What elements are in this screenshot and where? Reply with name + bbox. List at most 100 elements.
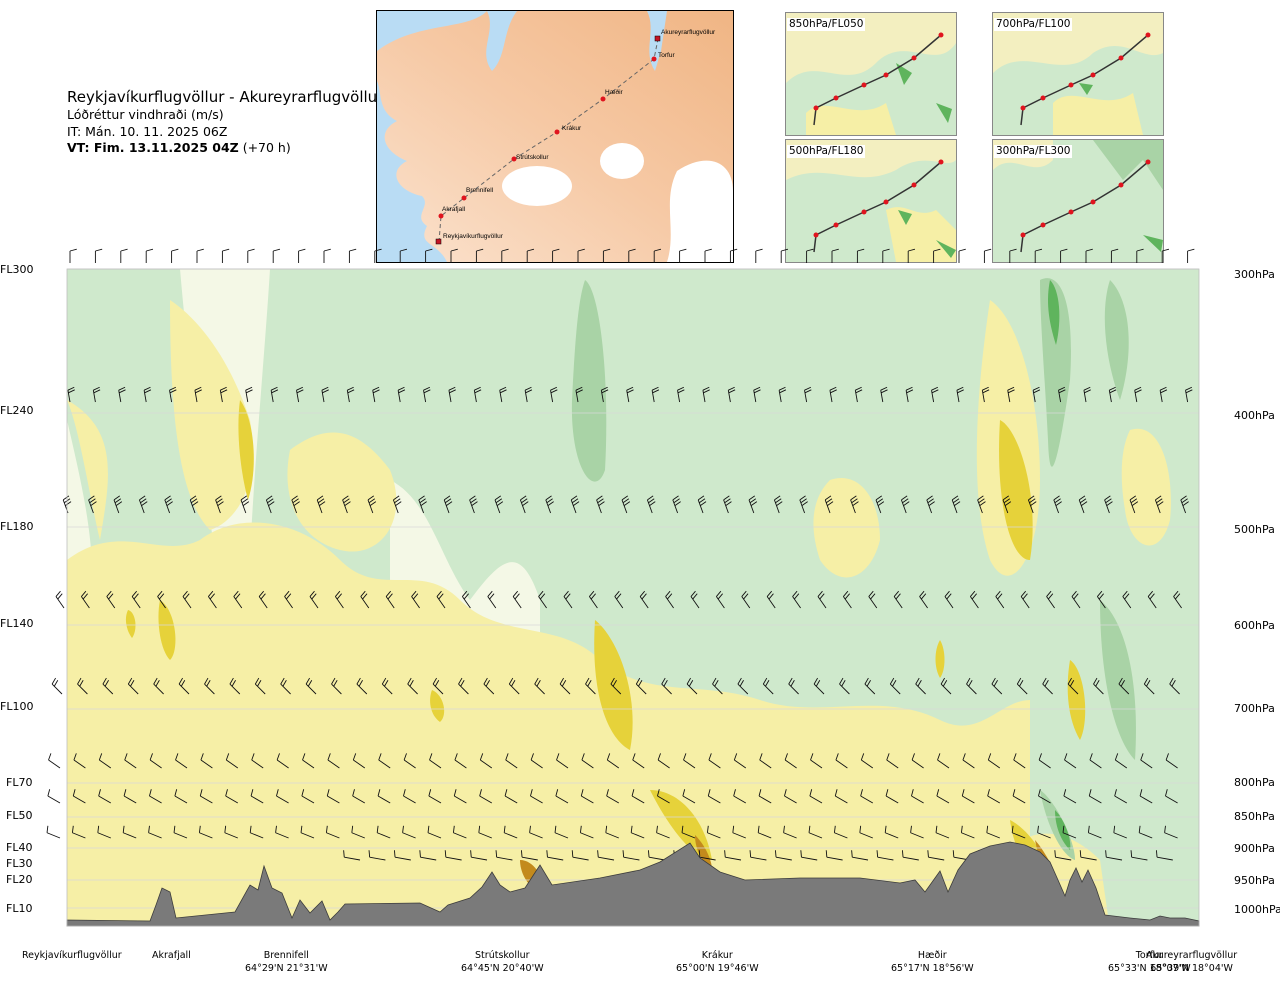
wind-barb-feather	[463, 593, 469, 600]
wind-barb-feather	[851, 850, 853, 858]
wind-barb-feather	[438, 593, 444, 600]
wind-barb-feather	[1097, 590, 1103, 597]
wind-barb-staff	[1002, 499, 1009, 514]
wind-barb-staff	[732, 832, 746, 839]
wind-barb-feather	[978, 498, 985, 504]
wind-barb-feather	[360, 590, 366, 597]
wind-barb-feather	[571, 850, 574, 858]
wind-barb-feather	[576, 389, 583, 394]
wind-barb-staff	[995, 596, 1005, 609]
point-brennifell	[461, 195, 467, 201]
wind-barb-feather	[522, 501, 529, 507]
wind-barb-feather	[855, 386, 862, 391]
wind-barb-feather	[499, 386, 507, 391]
wind-barb-feather	[700, 501, 707, 507]
wind-barb-staff	[1012, 832, 1026, 839]
wind-barb-feather	[311, 593, 317, 600]
wind-barb-feather	[139, 495, 146, 501]
wind-barb-feather	[98, 753, 103, 761]
wind-barb-feather	[260, 593, 266, 600]
wind-barb-feather	[460, 679, 465, 687]
left-level-fl300: FL300	[0, 263, 34, 276]
wind-barb-feather	[130, 679, 135, 687]
wind-barb-feather	[387, 593, 393, 600]
wind-barb-feather	[1105, 850, 1107, 858]
wind-barb-staff	[369, 856, 386, 861]
wind-barb-feather	[677, 389, 685, 394]
wind-barb-staff	[494, 499, 501, 514]
wind-barb-feather	[933, 248, 941, 252]
wind-barb-feather	[958, 248, 966, 252]
wind-barb-feather	[581, 753, 585, 761]
wind-barb-feather	[331, 677, 336, 685]
right-level-1000hpa: 1000hPa	[1234, 903, 1280, 916]
wind-barb-staff	[97, 832, 111, 839]
wind-barb-feather	[1104, 495, 1111, 501]
wind-barb-staff	[962, 795, 975, 804]
wind-barb-staff	[554, 832, 569, 839]
inset-850hpa-label: 850hPa/FL050	[787, 18, 866, 31]
wind-barb-feather	[1046, 590, 1052, 597]
wind-barb-staff	[189, 499, 196, 514]
wind-barb-feather	[953, 498, 960, 504]
wind-barb-staff	[737, 683, 749, 695]
wind-barb-feather	[1164, 825, 1166, 833]
wind-barb-staff	[987, 795, 1001, 804]
wind-barb-staff	[712, 683, 723, 695]
wind-barb-staff	[804, 390, 808, 403]
wind-barb-staff	[204, 683, 215, 695]
wind-barb-staff	[944, 596, 954, 609]
ascent-core-7	[430, 690, 445, 722]
map-label-reykjavikurflugvollur: Reykjavíkurflugvöllur	[443, 233, 504, 240]
wind-barb-feather	[790, 679, 795, 687]
wind-barb-feather	[762, 677, 768, 685]
wind-barb-feather	[957, 389, 964, 394]
wind-barb-staff	[864, 683, 876, 695]
wind-barb-feather	[377, 789, 381, 797]
wind-barb-feather	[663, 679, 668, 687]
wind-barb-feather	[1087, 825, 1090, 833]
wind-barb-staff	[77, 683, 88, 695]
wind-barb-feather	[601, 389, 609, 394]
wind-barb-feather	[536, 679, 541, 687]
wind-barb-staff	[131, 596, 141, 609]
wind-barb-feather	[270, 386, 278, 391]
wind-barb-feather	[1162, 248, 1170, 252]
wind-barb-staff	[534, 683, 545, 695]
wind-barb-feather	[182, 590, 188, 597]
wind-barb-staff	[194, 390, 198, 403]
wind-barb-staff	[454, 759, 467, 769]
wind-barb-feather	[850, 495, 857, 501]
wind-barb-feather	[817, 590, 823, 597]
wind-barb-staff	[697, 499, 704, 514]
wind-barb-feather	[285, 593, 292, 600]
wind-barb-feather	[690, 590, 696, 597]
wind-barb-feather	[841, 679, 846, 687]
wind-barb-staff	[215, 499, 221, 514]
wind-barb-feather	[565, 593, 571, 600]
wind-barb-staff	[1169, 683, 1180, 695]
waypoint-torfur: Torfur 65°33'N 18°07'W	[1108, 951, 1191, 973]
wind-barb-feather	[301, 789, 305, 797]
wind-barb-feather	[344, 501, 351, 507]
wind-barb-feather	[1022, 593, 1028, 600]
wind-barb-feather	[977, 495, 984, 501]
wind-barb-feather	[106, 590, 112, 597]
descent-core-3	[1104, 280, 1129, 400]
wind-barb-staff	[835, 795, 848, 804]
wind-barb-staff	[326, 832, 340, 839]
wind-barb-feather	[1159, 386, 1167, 391]
wind-barb-staff	[572, 856, 589, 861]
wind-barb-feather	[336, 593, 342, 600]
wind-barb-feather	[1155, 495, 1162, 501]
wind-barb-staff	[305, 683, 317, 695]
wind-barb-feather	[758, 789, 762, 797]
wind-barb-feather	[1058, 389, 1066, 394]
wind-barb-staff	[575, 390, 579, 403]
wind-barb-feather	[1113, 825, 1116, 833]
wind-barb-staff	[1013, 759, 1026, 769]
point-haedir	[600, 96, 606, 102]
wind-barb-staff	[631, 832, 645, 839]
wind-barb-staff	[385, 596, 395, 609]
wind-barb-feather	[739, 679, 744, 687]
